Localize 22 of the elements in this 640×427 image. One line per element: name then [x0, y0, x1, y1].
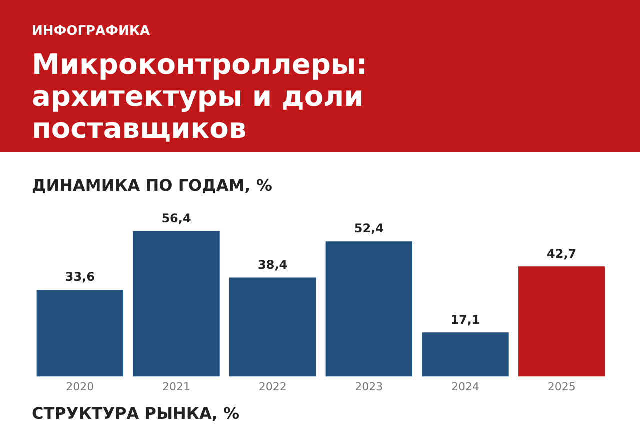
- data-label: 38,4: [258, 258, 288, 272]
- text: ИНФОГРАФИКА: [32, 24, 152, 39]
- text: СТРУКТУРА РЫНКА, %: [32, 404, 240, 423]
- bar: [422, 332, 509, 377]
- data-label: 17,1: [450, 312, 480, 327]
- bar: [133, 231, 220, 377]
- bar: [326, 242, 413, 377]
- x-tick-label: 2023: [355, 380, 384, 394]
- bar: [36, 290, 124, 377]
- x-tick-label: 2022: [258, 380, 287, 394]
- bar: [229, 278, 316, 377]
- x-tick-label: 2020: [66, 380, 94, 394]
- chart-title: Микроконтроллеры: архитектуры и доли поставщиков: [32, 48, 368, 145]
- x-tick-label: 2021: [162, 380, 190, 394]
- data-label: 42,7: [547, 246, 577, 261]
- bar: [518, 266, 606, 377]
- chart-subtitle: ДИНАМИКА ПО ГОДАМ, %: [32, 176, 272, 195]
- data-label: 33,6: [65, 270, 95, 284]
- x-tick-label: 2025: [548, 380, 576, 394]
- data-label: 56,4: [162, 211, 192, 226]
- data-label: 52,4: [354, 222, 384, 236]
- x-tick-label: 2024: [452, 380, 480, 394]
